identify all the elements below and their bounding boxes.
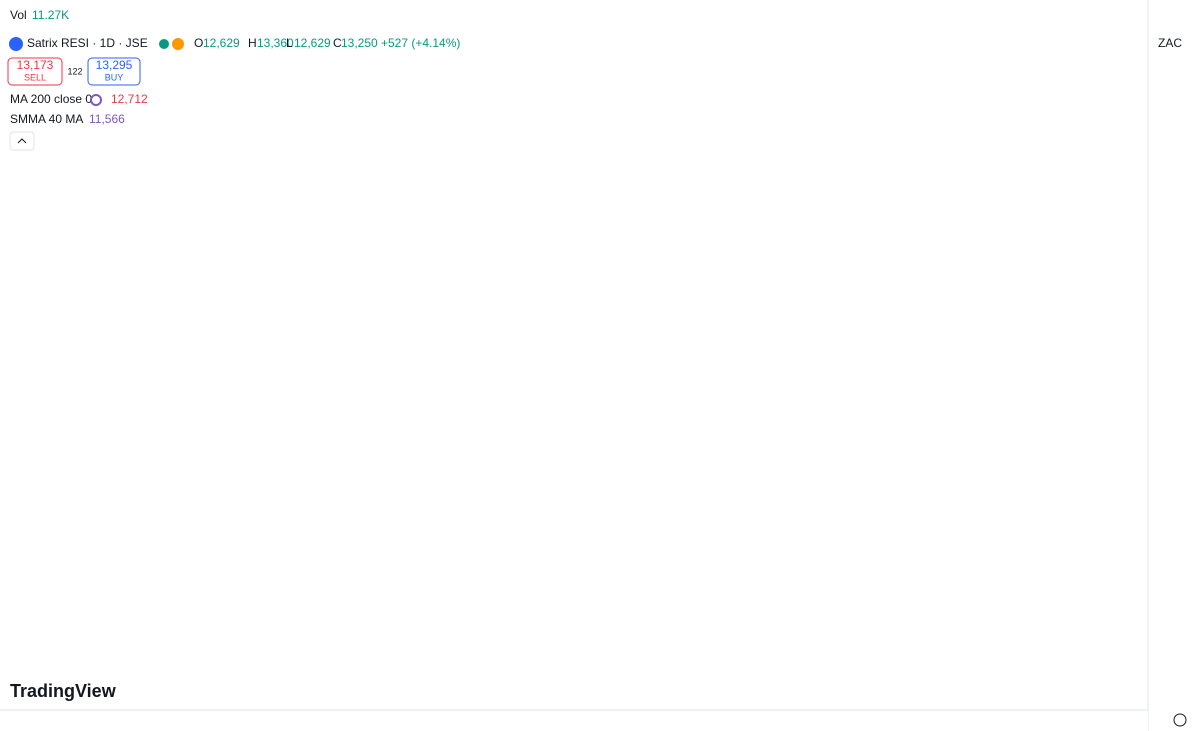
sell-label: SELL (24, 72, 46, 82)
close-label: C (333, 36, 342, 50)
low-value: 12,629 (294, 36, 331, 50)
volume-title: Vol (10, 8, 27, 22)
currency: ZAC (1158, 36, 1182, 50)
open-label: O (194, 36, 203, 50)
buy-label: BUY (105, 72, 124, 82)
symbol-icon (9, 37, 23, 51)
market-status (159, 39, 169, 49)
smma-value: 11,566 (89, 112, 125, 126)
sell-button[interactable] (7, 57, 63, 86)
close-value: 13,250 (341, 36, 378, 50)
buy-price: 13,295 (96, 58, 133, 72)
price-axis-panel (1148, 0, 1200, 731)
settings-icon[interactable] (1173, 713, 1187, 727)
open-value: 12,629 (203, 36, 240, 50)
time-axis-panel (0, 710, 1148, 731)
high-label: H (248, 36, 257, 50)
sell-price: 13,173 (17, 58, 54, 72)
delayed-icon (172, 38, 184, 50)
ma200-name: MA 200 close 0 (10, 92, 92, 106)
symbol: Satrix RESI · 1D · JSE (27, 36, 148, 50)
ma-icon (90, 94, 102, 106)
change: +527 (+4.14%) (381, 36, 460, 50)
volume-value: 11.27K (32, 8, 69, 22)
logo: TradingView (10, 681, 117, 701)
smma-name: SMMA 40 MA (10, 112, 83, 126)
low-label: L (286, 36, 293, 50)
collapse-button[interactable] (9, 131, 35, 151)
buy-button[interactable] (87, 57, 141, 86)
ma200-value: 12,712 (111, 92, 148, 106)
spread: 122 (67, 66, 82, 76)
collapse-icon (17, 138, 27, 144)
high-value: 13,360 (257, 36, 294, 50)
